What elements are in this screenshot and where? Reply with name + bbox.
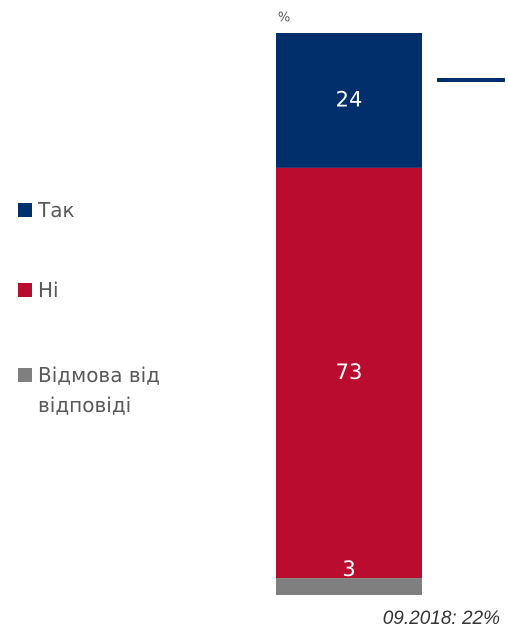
annotation: 09.2018: 22% xyxy=(382,608,500,629)
data-label: 3 xyxy=(342,557,355,581)
bar-segment xyxy=(276,167,422,579)
bar-segment xyxy=(276,33,422,168)
legend-label: Відмова від відповіді xyxy=(38,363,161,417)
data-label: 73 xyxy=(336,360,363,384)
legend-item: Так xyxy=(18,195,218,225)
legend-swatch xyxy=(18,283,32,297)
unit-label: % xyxy=(278,11,290,26)
bar-segment xyxy=(276,578,422,595)
legend-label: Ні xyxy=(38,278,59,302)
legend-item: Ні xyxy=(18,275,218,305)
legend-swatch xyxy=(18,203,32,217)
legend-item: Відмова від відповіді xyxy=(18,360,218,420)
legend-swatch xyxy=(18,368,32,382)
data-label: 24 xyxy=(336,87,363,111)
legend-label: Так xyxy=(38,198,75,222)
